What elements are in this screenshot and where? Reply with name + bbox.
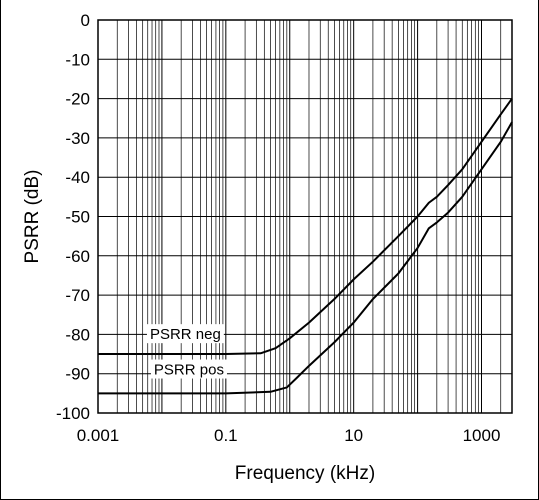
y-tick-label: -80 xyxy=(65,325,90,344)
series-line-psrr-pos xyxy=(98,121,513,395)
x-tick-label: 1000 xyxy=(463,426,501,445)
y-tick-label: -90 xyxy=(65,365,90,384)
y-tick-label: -20 xyxy=(65,90,90,109)
y-tick-label: -50 xyxy=(65,208,90,227)
series-label-background xyxy=(150,359,227,379)
x-tick-label: 0.001 xyxy=(77,426,120,445)
series-line-psrr-neg xyxy=(98,98,513,356)
series-layer xyxy=(98,98,513,395)
y-tick-label: -30 xyxy=(65,129,90,148)
series-label-psrr-pos: PSRR pos xyxy=(154,362,224,379)
tick-labels: 0 -10 -20 -30 -40 -50 -60 -70 -80 -90 -100 0.001 0.1… xyxy=(56,11,500,445)
series-label-psrr-neg: PSRR neg xyxy=(150,326,221,343)
y-tick-label: -60 xyxy=(65,247,90,266)
y-tick-label: -40 xyxy=(65,168,90,187)
y-axis-label: PSRR (dB) xyxy=(22,170,43,264)
x-tick-label: 10 xyxy=(344,426,363,445)
x-tick-label: 0.1 xyxy=(214,426,238,445)
y-tick-label: -10 xyxy=(65,50,90,69)
plot-area-border xyxy=(97,19,513,414)
series-label-background xyxy=(146,324,224,344)
x-axis-label: Frequency (kHz) xyxy=(235,463,375,484)
y-tick-label: 0 xyxy=(81,11,90,30)
y-tick-label: -100 xyxy=(56,404,90,423)
y-tick-label: -70 xyxy=(65,286,90,305)
